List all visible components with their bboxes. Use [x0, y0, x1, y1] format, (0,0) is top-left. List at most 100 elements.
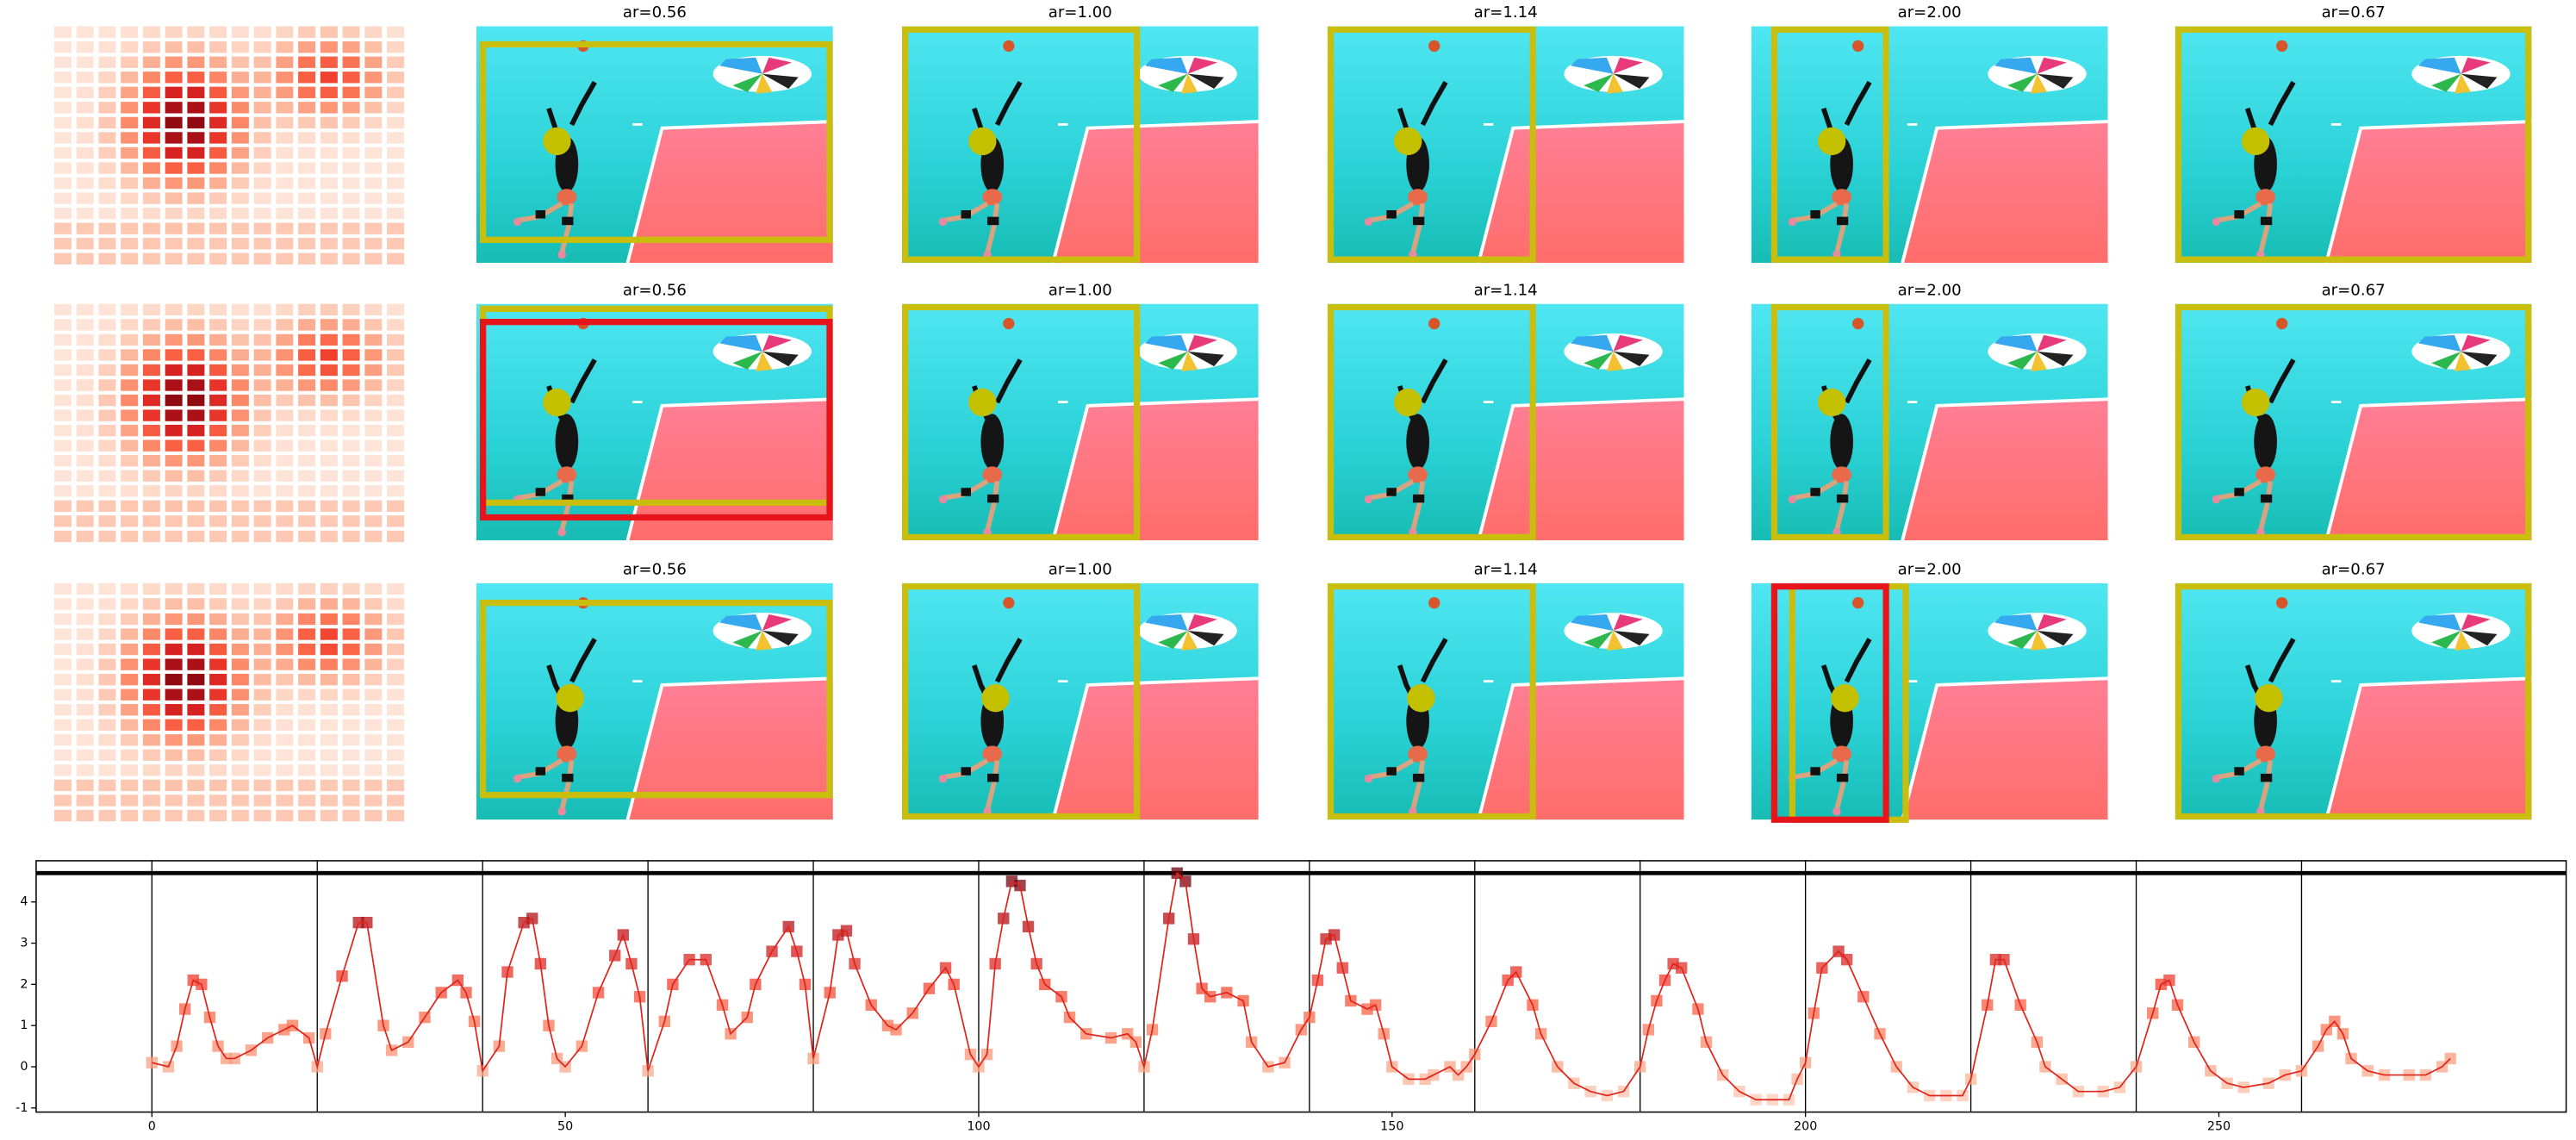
heatmap-cell [53, 394, 72, 407]
heatmap-cell [387, 349, 405, 361]
heatmap-cell [76, 319, 94, 331]
heatmap-cell [342, 86, 360, 98]
heatmap-cell [342, 192, 360, 204]
heatmap-cell [253, 41, 271, 53]
x-tick-label: 0 [148, 1120, 156, 1134]
heatmap-cell [320, 643, 338, 656]
heatmap-cell [342, 439, 360, 452]
x-tick-label: 250 [2207, 1120, 2231, 1134]
heatmap-cell [276, 485, 294, 497]
heatmap-cell [298, 86, 316, 98]
heatmap-cell [364, 252, 383, 265]
heatmap-cell [98, 500, 116, 513]
heatmap-cell [253, 673, 271, 686]
heatmap-cell [209, 598, 227, 610]
heatmap-cell [320, 485, 338, 497]
heatmap-cell [387, 26, 405, 38]
heatmap-cell [121, 688, 139, 701]
heatmap-cell [121, 530, 139, 543]
heatmap-cell [98, 207, 116, 220]
heatmap-cell [121, 116, 139, 129]
heatmap-cell [320, 764, 338, 776]
keypoint [968, 127, 997, 156]
heatmap-cell [253, 779, 271, 792]
heatmap-cell [142, 515, 160, 527]
heatmap-cell [253, 688, 271, 701]
heatmap-cell [298, 734, 316, 746]
heatmap-cell [98, 734, 116, 746]
heatmap-cell [53, 704, 72, 716]
heatmap-cell [231, 116, 249, 129]
heatmap-cell [231, 470, 249, 482]
heatmap-cell [121, 238, 139, 250]
heatmap-cell [121, 222, 139, 234]
photo [476, 27, 833, 264]
heatmap-cell [342, 177, 360, 190]
heatmap-cell [142, 582, 160, 595]
heatmap-cell [276, 424, 294, 437]
heatmap-cell [98, 252, 116, 265]
heatmap-cell [76, 394, 94, 407]
heatmap-cell [387, 628, 405, 640]
panel-title: ar=0.56 [623, 281, 687, 299]
heatmap-cell [276, 764, 294, 776]
photo [1328, 27, 1684, 264]
heatmap-cell [231, 530, 249, 543]
heatmap-cell [387, 102, 405, 114]
heatmap-cell [231, 333, 249, 346]
heatmap-cell [342, 349, 360, 361]
heatmap-cell [98, 238, 116, 250]
heatmap-cell [253, 530, 271, 543]
photo [1328, 583, 1684, 820]
heatmap-cell [187, 146, 205, 159]
heatmap-cell [53, 252, 72, 265]
heatmap-cell [165, 719, 183, 731]
heatmap-cell [364, 238, 383, 250]
heatmap-cell [320, 303, 338, 316]
heatmap-cell [253, 238, 271, 250]
heatmap-cell [253, 658, 271, 670]
heatmap-cell [53, 333, 72, 346]
heatmap-cell [387, 809, 405, 822]
heatmap-cell [276, 177, 294, 190]
heatmap-cell [53, 409, 72, 421]
heatmap-cell [276, 132, 294, 144]
heatmap-cell [165, 349, 183, 361]
heatmap-cell [142, 500, 160, 513]
keypoint [543, 127, 571, 156]
heatmap-cell [276, 238, 294, 250]
heatmap-cell [231, 613, 249, 626]
heatmap-cell [298, 319, 316, 331]
heatmap-cell [364, 162, 383, 174]
heatmap-cell [298, 424, 316, 437]
heatmap-cell [187, 470, 205, 482]
heatmap-cell [165, 252, 183, 265]
heatmap-cell [253, 734, 271, 746]
heatmap-cell [276, 613, 294, 626]
heatmap-cell [142, 779, 160, 792]
heatmap-cell [276, 455, 294, 467]
heatmap-cell [364, 177, 383, 190]
heatmap-cell [387, 673, 405, 686]
heatmap-cell [387, 192, 405, 204]
heatmap-cell [364, 26, 383, 38]
heatmap-cell [209, 658, 227, 670]
heatmap-cell [165, 809, 183, 822]
heatmap-cell [53, 598, 72, 610]
photo [902, 27, 1259, 264]
heatmap-cell [98, 515, 116, 527]
heatmap-cell [276, 439, 294, 452]
x-tick-label: 100 [967, 1120, 990, 1134]
heatmap-cell [231, 207, 249, 220]
heatmap-cell [364, 439, 383, 452]
heatmap-cell [320, 470, 338, 482]
heatmap-cell [76, 333, 94, 346]
heatmap-cell [342, 379, 360, 391]
heatmap-cell [98, 658, 116, 670]
heatmap-cell [98, 222, 116, 234]
heatmap-cell [298, 598, 316, 610]
heatmap-cell [231, 222, 249, 234]
heatmap-cell [298, 41, 316, 53]
heatmap-cell [320, 779, 338, 792]
panel-title: ar=1.00 [1048, 281, 1112, 299]
